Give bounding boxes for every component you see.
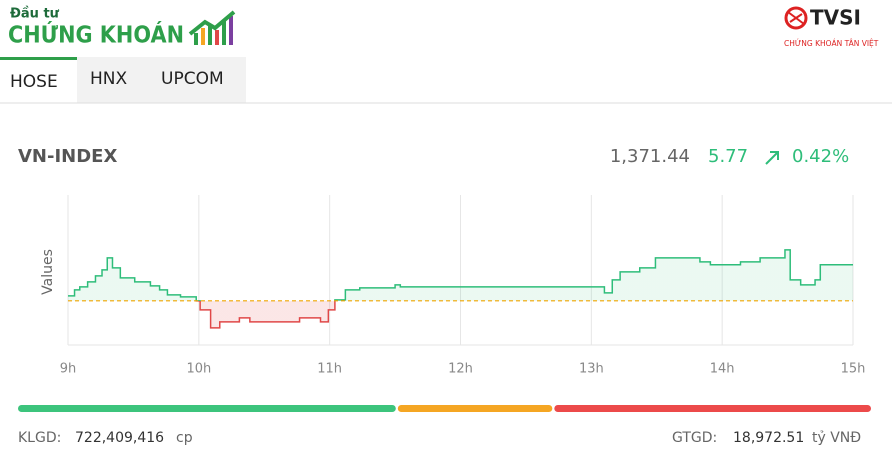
tab[interactable]: HNX [90, 69, 128, 89]
price-line [68, 249, 853, 329]
index-value: 1,371.44 [610, 146, 690, 167]
tab[interactable]: UPCOM [161, 69, 224, 89]
partner-name: TVSI [810, 6, 861, 30]
tab-active-indicator [0, 57, 77, 60]
x-tick-label: 11h [317, 362, 342, 377]
tab-active-bg [0, 57, 77, 103]
index-change: 5.77 [708, 146, 748, 167]
gtgd-label: GTGD: [672, 430, 717, 446]
x-tick-label: 9h [60, 362, 77, 377]
x-tick-label: 15h [841, 362, 866, 377]
breadth-bar [18, 405, 871, 412]
gtgd-value: 18,972.51 [733, 430, 804, 446]
partner-logo [784, 6, 808, 30]
index-percent: 0.42% [792, 146, 849, 167]
breadth-segment [397, 405, 553, 412]
y-axis-label: Values [40, 249, 56, 295]
breadth-segment [18, 405, 396, 412]
x-tick-label: 14h [710, 362, 735, 377]
brand-main: CHỨNG KHOÁN [8, 21, 184, 49]
klgd-unit: cp [176, 430, 193, 446]
brand-icon [188, 10, 236, 45]
klgd-value: 722,409,416 [75, 430, 164, 446]
gtgd-unit: tỷ VNĐ [812, 430, 861, 446]
tab[interactable]: HOSE [10, 72, 58, 92]
x-tick-label: 10h [186, 362, 211, 377]
partner-sub: CHỨNG KHOÁN TÂN VIỆT [784, 39, 879, 48]
index-name: VN-INDEX [18, 146, 117, 167]
x-tick-label: 13h [579, 362, 604, 377]
area [68, 249, 853, 328]
brand-top: Đầu tư [10, 7, 60, 22]
klgd-label: KLGD: [18, 430, 61, 446]
up-arrow [765, 151, 779, 165]
plot: 9h 10h 11h 12h 13h 14h 15h [60, 195, 866, 377]
breadth-segment [554, 405, 871, 412]
x-tick-label: 12h [448, 362, 473, 377]
